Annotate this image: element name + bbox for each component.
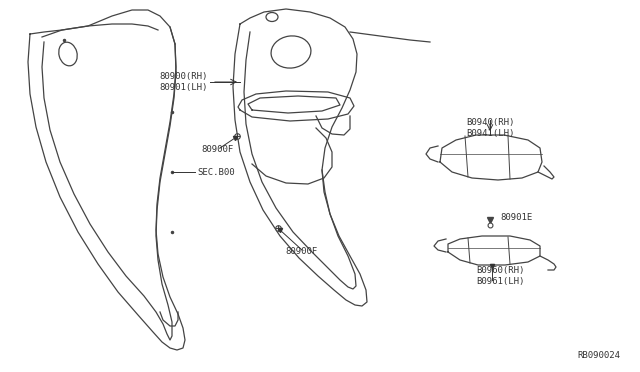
Text: B0940(RH)
B0941(LH): B0940(RH) B0941(LH) [466,118,514,138]
Text: 80900(RH)
80901(LH): 80900(RH) 80901(LH) [159,72,208,92]
Text: 80900F: 80900F [201,145,233,154]
Text: 80900F: 80900F [286,247,318,256]
Text: SEC.B00: SEC.B00 [197,167,235,176]
Text: RB090024: RB090024 [577,351,620,360]
Text: B0960(RH)
B0961(LH): B0960(RH) B0961(LH) [476,266,524,286]
Text: 80901E: 80901E [500,212,532,221]
